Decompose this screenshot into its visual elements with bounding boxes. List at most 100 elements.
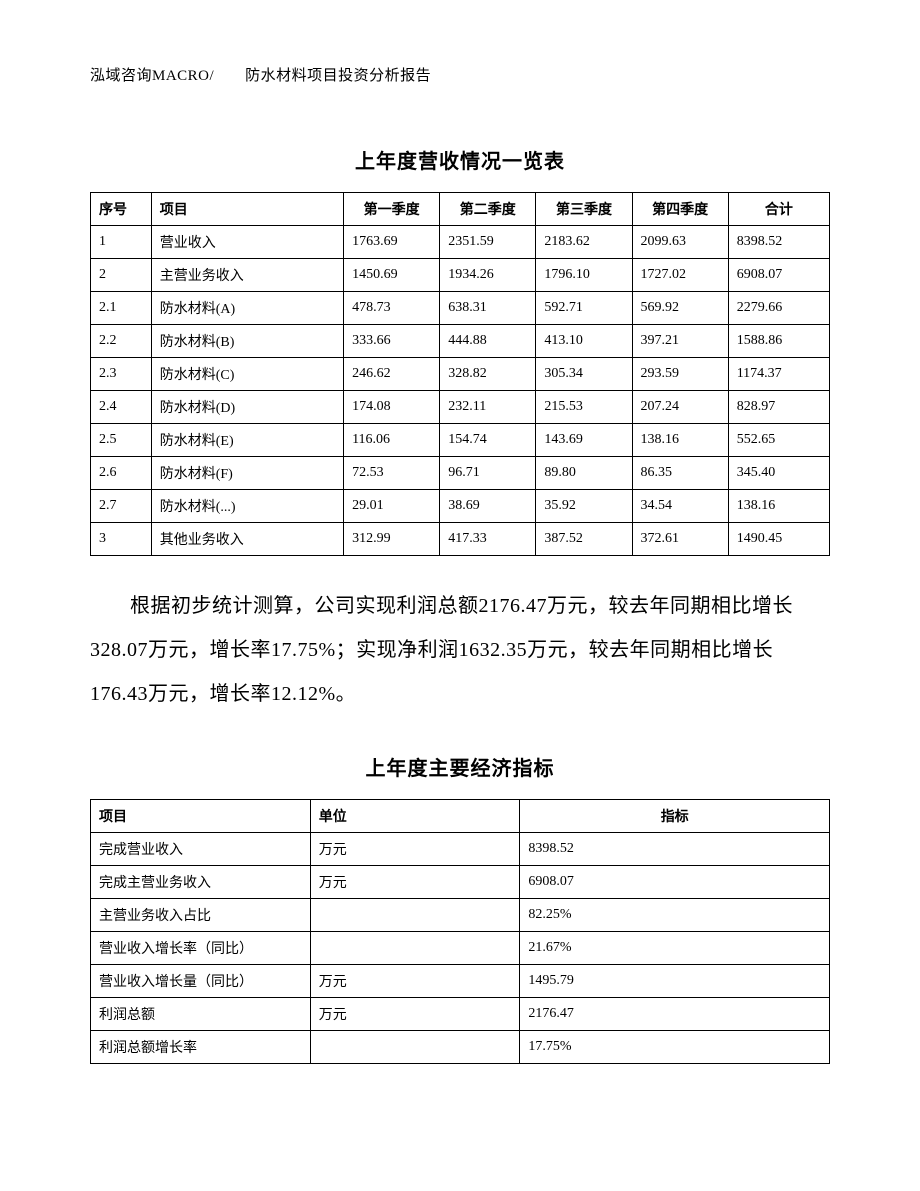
table-cell: 2.1 [91, 292, 152, 325]
table-cell: 1174.37 [728, 358, 829, 391]
table-cell: 1796.10 [536, 259, 632, 292]
table-cell: 116.06 [344, 424, 440, 457]
page-header: 泓域咨询MACRO/ 防水材料项目投资分析报告 [90, 64, 830, 85]
table-cell: 万元 [310, 833, 520, 866]
table-cell: 1495.79 [520, 965, 830, 998]
table-cell: 397.21 [632, 325, 728, 358]
table-row: 利润总额万元2176.47 [91, 998, 830, 1031]
table-cell: 21.67% [520, 932, 830, 965]
table-cell: 207.24 [632, 391, 728, 424]
table2-title: 上年度主要经济指标 [90, 752, 830, 781]
table-cell: 82.25% [520, 899, 830, 932]
table1-col-q4: 第四季度 [632, 193, 728, 226]
table-cell: 万元 [310, 998, 520, 1031]
table-cell: 3 [91, 523, 152, 556]
table-cell: 完成主营业务收入 [91, 866, 311, 899]
table-row: 2.1防水材料(A)478.73638.31592.71569.922279.6… [91, 292, 830, 325]
table-cell: 828.97 [728, 391, 829, 424]
table-cell [310, 1031, 520, 1064]
table-row: 2主营业务收入1450.691934.261796.101727.026908.… [91, 259, 830, 292]
indicators-table: 项目 单位 指标 完成营业收入万元8398.52完成主营业务收入万元6908.0… [90, 799, 830, 1064]
table2-body: 完成营业收入万元8398.52完成主营业务收入万元6908.07主营业务收入占比… [91, 833, 830, 1064]
table-cell: 138.16 [728, 490, 829, 523]
table-cell: 638.31 [440, 292, 536, 325]
table2-col-item: 项目 [91, 800, 311, 833]
table-cell: 6908.07 [728, 259, 829, 292]
table-cell: 372.61 [632, 523, 728, 556]
table-cell: 2.3 [91, 358, 152, 391]
table2-col-unit: 单位 [310, 800, 520, 833]
table-cell: 232.11 [440, 391, 536, 424]
table-cell: 154.74 [440, 424, 536, 457]
table-row: 主营业务收入占比 82.25% [91, 899, 830, 932]
table-cell: 2351.59 [440, 226, 536, 259]
table-cell: 246.62 [344, 358, 440, 391]
table-cell: 营业收入增长量（同比） [91, 965, 311, 998]
table-cell: 防水材料(...) [151, 490, 343, 523]
table2-col-val: 指标 [520, 800, 830, 833]
document-page: 泓域咨询MACRO/ 防水材料项目投资分析报告 上年度营收情况一览表 序号 项目… [0, 0, 920, 1191]
table-cell: 防水材料(B) [151, 325, 343, 358]
table-row: 营业收入增长率（同比）21.67% [91, 932, 830, 965]
table-cell: 417.33 [440, 523, 536, 556]
table-cell: 569.92 [632, 292, 728, 325]
table-cell: 利润总额 [91, 998, 311, 1031]
table-cell: 215.53 [536, 391, 632, 424]
table-cell: 1490.45 [728, 523, 829, 556]
table1-col-total: 合计 [728, 193, 829, 226]
table-cell: 完成营业收入 [91, 833, 311, 866]
table-cell: 138.16 [632, 424, 728, 457]
table-row: 2.2防水材料(B)333.66444.88413.10397.211588.8… [91, 325, 830, 358]
table-cell: 174.08 [344, 391, 440, 424]
table1-header-row: 序号 项目 第一季度 第二季度 第三季度 第四季度 合计 [91, 193, 830, 226]
table-cell: 35.92 [536, 490, 632, 523]
table-cell: 2099.63 [632, 226, 728, 259]
table-cell: 6908.07 [520, 866, 830, 899]
summary-paragraph: 根据初步统计测算，公司实现利润总额2176.47万元，较去年同期相比增长328.… [90, 584, 830, 716]
table-cell: 552.65 [728, 424, 829, 457]
table-cell [310, 899, 520, 932]
table-row: 2.5防水材料(E)116.06154.74143.69138.16552.65 [91, 424, 830, 457]
table1-col-q1: 第一季度 [344, 193, 440, 226]
table-cell: 防水材料(A) [151, 292, 343, 325]
table-row: 3其他业务收入312.99417.33387.52372.611490.45 [91, 523, 830, 556]
table1-body: 1营业收入1763.692351.592183.622099.638398.52… [91, 226, 830, 556]
table-cell: 72.53 [344, 457, 440, 490]
table-cell: 478.73 [344, 292, 440, 325]
table1-title: 上年度营收情况一览表 [90, 145, 830, 174]
table-cell: 38.69 [440, 490, 536, 523]
table-cell: 29.01 [344, 490, 440, 523]
table1-col-q3: 第三季度 [536, 193, 632, 226]
table-cell: 2.2 [91, 325, 152, 358]
table-row: 2.3防水材料(C)246.62328.82305.34293.591174.3… [91, 358, 830, 391]
table-cell: 防水材料(D) [151, 391, 343, 424]
table-cell: 1727.02 [632, 259, 728, 292]
table-row: 2.6防水材料(F)72.5396.7189.8086.35345.40 [91, 457, 830, 490]
table-row: 2.7防水材料(...)29.0138.6935.9234.54138.16 [91, 490, 830, 523]
table-cell: 2176.47 [520, 998, 830, 1031]
table-cell: 387.52 [536, 523, 632, 556]
table-cell: 主营业务收入 [151, 259, 343, 292]
table-cell: 17.75% [520, 1031, 830, 1064]
table-cell: 8398.52 [728, 226, 829, 259]
table-cell: 2183.62 [536, 226, 632, 259]
table-cell: 防水材料(C) [151, 358, 343, 391]
table-cell: 2.4 [91, 391, 152, 424]
table-cell: 万元 [310, 965, 520, 998]
table-cell: 305.34 [536, 358, 632, 391]
table-cell: 1763.69 [344, 226, 440, 259]
table-cell: 96.71 [440, 457, 536, 490]
table-cell: 2.6 [91, 457, 152, 490]
table-cell: 34.54 [632, 490, 728, 523]
table1-col-item: 项目 [151, 193, 343, 226]
table-cell: 2.7 [91, 490, 152, 523]
table-cell: 312.99 [344, 523, 440, 556]
table-cell: 413.10 [536, 325, 632, 358]
table-cell [310, 932, 520, 965]
table-cell: 86.35 [632, 457, 728, 490]
table-cell: 主营业务收入占比 [91, 899, 311, 932]
table-cell: 1450.69 [344, 259, 440, 292]
table-cell: 592.71 [536, 292, 632, 325]
table1-col-seq: 序号 [91, 193, 152, 226]
table1-col-q2: 第二季度 [440, 193, 536, 226]
